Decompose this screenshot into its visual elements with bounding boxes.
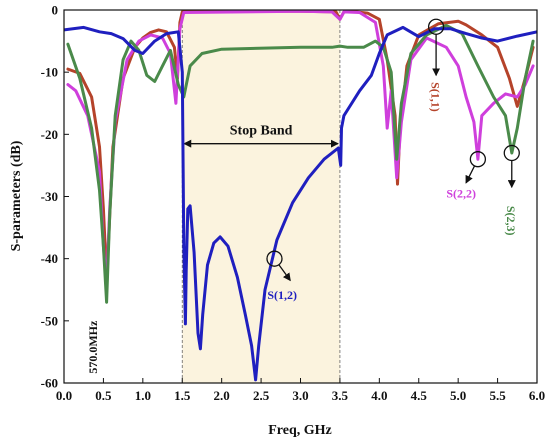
x-axis-title: Freq, GHz	[268, 423, 332, 438]
x-tick-label: 2.0	[214, 388, 230, 403]
y-tick-label: 0	[52, 3, 59, 18]
annotation-arrow	[465, 165, 476, 184]
y-tick-label: -40	[41, 251, 58, 266]
stop-band-label: Stop Band	[230, 124, 293, 139]
x-tick-label: 1.0	[135, 388, 151, 403]
x-tick-label: 3.0	[292, 388, 308, 403]
y-tick-label: -30	[41, 189, 58, 204]
series-line-3	[66, 24, 535, 304]
x-tick-label: 6.0	[529, 388, 545, 403]
annotation-label-3: S(2,3)	[504, 206, 518, 236]
x-tick-label: 1.5	[174, 388, 191, 403]
annotation-label-5: 570.0MHz	[86, 320, 100, 374]
x-tick-label: 5.5	[489, 388, 506, 403]
x-tick-label: 0.5	[95, 388, 112, 403]
x-tick-label: 4.5	[411, 388, 428, 403]
y-tick-label: -10	[41, 65, 58, 80]
annotation-label-1: S(1,1)	[428, 82, 442, 112]
x-tick-label: 2.5	[253, 388, 270, 403]
y-tick-label: -50	[41, 313, 58, 328]
annotation-label-2: S(2,2)	[446, 187, 476, 201]
x-tick-label: 4.0	[371, 388, 387, 403]
y-tick-label: -20	[41, 127, 58, 142]
series-layer	[64, 10, 537, 382]
x-tick-label: 5.0	[450, 388, 466, 403]
x-axis: 0.0 0.5 1.0 1.5 2.0 2.5 3.0 3.5 4.0 4.5 5.0 5.5 6.0	[56, 378, 545, 403]
y-tick-label: -60	[41, 376, 58, 391]
y-axis: 0 -10 -20 -30 -40 -50 -60	[41, 3, 69, 391]
annotation-layer: S(1,1) S(2,2) S(2,3) S(1,2) 570.0MHz	[86, 18, 520, 374]
annotation-circle	[469, 151, 487, 168]
annotation-circle	[266, 250, 283, 267]
x-tick-label: 0.0	[56, 388, 72, 403]
y-axis-title: S-parameters (dB)	[9, 140, 24, 251]
annotation-label-4: S(1,2)	[267, 288, 297, 302]
annotation-arrow	[278, 264, 291, 282]
x-tick-label: 3.5	[332, 388, 349, 403]
series-line-4	[64, 25, 537, 382]
